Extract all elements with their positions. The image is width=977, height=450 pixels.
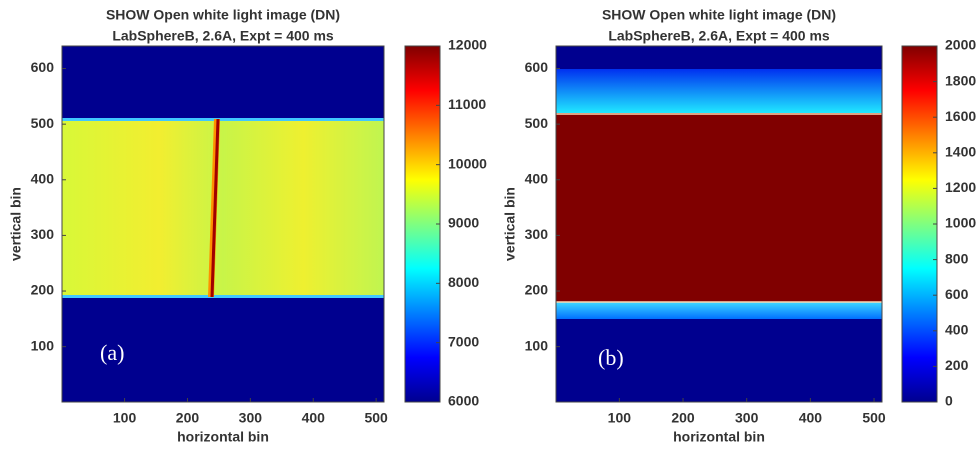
x-tick-label: 300 [239, 410, 263, 426]
y-tick-label: 600 [31, 59, 55, 75]
colorbar-tick-label: 1000 [945, 215, 976, 231]
colorbar-tick-label: 6000 [448, 393, 479, 409]
plot-frame [61, 45, 385, 403]
y-tick-label: 500 [525, 115, 549, 131]
y-tick-label: 400 [525, 170, 549, 186]
colorbar-tick-label: 2000 [945, 37, 976, 53]
y-tick-label: 600 [525, 59, 549, 75]
colorbar-tick-label: 200 [945, 357, 969, 373]
y-tick-label: 200 [31, 282, 55, 298]
chart-title: SHOW Open white light image (DN) [106, 7, 340, 23]
plot-frame [555, 45, 883, 403]
y-tick-label: 500 [31, 115, 55, 131]
x-tick-label: 500 [862, 410, 886, 426]
y-axis-label: vertical bin [8, 187, 24, 261]
y-tick-label: 300 [525, 226, 549, 242]
y-tick-label: 400 [31, 170, 55, 186]
colorbar [404, 45, 441, 403]
x-tick-label: 500 [364, 410, 388, 426]
x-tick-label: 300 [735, 410, 759, 426]
colorbar-tick-label: 1800 [945, 72, 976, 88]
colorbar [901, 45, 938, 403]
x-tick-label: 400 [799, 410, 823, 426]
colorbar-tick-label: 10000 [448, 155, 487, 171]
panel-label: (a) [100, 340, 124, 365]
chart-subtitle: LabSphereB, 2.6A, Expt = 400 ms [608, 28, 830, 44]
y-tick-label: 100 [525, 337, 549, 353]
colorbar-tick-label: 7000 [448, 333, 479, 349]
x-tick-label: 200 [671, 410, 695, 426]
colorbar-tick-label: 1200 [945, 179, 976, 195]
colorbar-tick-label: 11000 [448, 96, 486, 112]
chart-title: SHOW Open white light image (DN) [602, 7, 836, 23]
x-tick-label: 400 [302, 410, 326, 426]
panel-label: (b) [598, 345, 624, 370]
image-b [556, 46, 882, 402]
x-tick-label: 200 [176, 410, 200, 426]
y-axis-label: vertical bin [502, 187, 518, 261]
x-tick-label: 100 [113, 410, 137, 426]
colorbar-tick-label: 8000 [448, 274, 479, 290]
colorbar-tick-label: 600 [945, 286, 969, 302]
x-tick-label: 100 [608, 410, 632, 426]
colorbar-tick-label: 12000 [448, 37, 487, 53]
colorbar-tick-label: 9000 [448, 215, 479, 231]
x-axis-label: horizontal bin [673, 429, 765, 445]
colorbar-tick-label: 800 [945, 250, 969, 266]
y-tick-label: 200 [525, 282, 549, 298]
colorbar-tick-label: 0 [945, 393, 953, 409]
colorbar-tick-label: 1400 [945, 144, 976, 160]
x-axis-label: horizontal bin [177, 429, 269, 445]
y-tick-label: 100 [31, 337, 55, 353]
y-tick-label: 300 [31, 226, 55, 242]
image-a [62, 46, 384, 402]
chart-subtitle: LabSphereB, 2.6A, Expt = 400 ms [112, 28, 334, 44]
colorbar-tick-label: 400 [945, 322, 969, 338]
colorbar-tick-label: 1600 [945, 108, 976, 124]
